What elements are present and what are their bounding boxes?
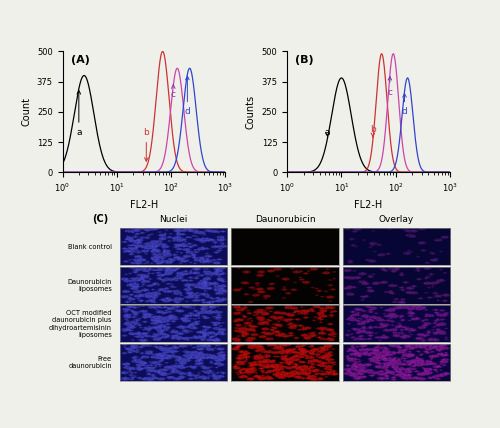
Text: c: c <box>171 84 176 99</box>
Text: (B): (B) <box>296 55 314 65</box>
Text: Blank control: Blank control <box>68 244 112 250</box>
Text: OCT modified
daunorubicin plus
dihydroartemisinin
liposomes: OCT modified daunorubicin plus dihydroar… <box>49 309 112 338</box>
Text: d: d <box>184 76 190 116</box>
Text: Free
daunorubicin: Free daunorubicin <box>68 356 112 369</box>
Text: b: b <box>370 125 376 137</box>
Text: (A): (A) <box>70 55 90 65</box>
Text: Daunorubicin: Daunorubicin <box>254 215 316 224</box>
Y-axis label: Count: Count <box>21 97 31 126</box>
X-axis label: FL2-H: FL2-H <box>354 200 382 210</box>
Text: Overlay: Overlay <box>378 215 414 224</box>
X-axis label: FL2-H: FL2-H <box>130 200 158 210</box>
Text: (C): (C) <box>92 214 108 224</box>
Text: a: a <box>76 90 82 137</box>
Text: a: a <box>324 128 330 137</box>
Text: c: c <box>388 77 392 97</box>
Y-axis label: Counts: Counts <box>246 95 256 129</box>
Text: Nuclei: Nuclei <box>160 215 188 224</box>
Text: b: b <box>144 128 149 161</box>
Text: d: d <box>402 94 407 116</box>
Text: Daunorubicin
liposomes: Daunorubicin liposomes <box>68 279 112 292</box>
